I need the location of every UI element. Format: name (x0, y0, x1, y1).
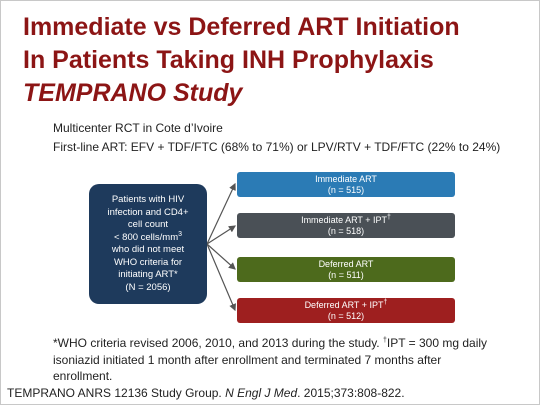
population-line: < 800 cells/mm3 (89, 230, 207, 245)
arm-n: (n = 512) (327, 310, 365, 321)
population-sup: 3 (178, 230, 183, 238)
arm-n: (n = 515) (327, 184, 365, 195)
population-line: Patients with HIV (111, 194, 185, 205)
arm-box: Immediate ART (n = 515) (237, 172, 455, 197)
footnote-sup: † (382, 337, 387, 344)
arm-name: Immediate ART (315, 173, 377, 184)
arm-box: Immediate ART + IPT† (n = 518) (237, 213, 455, 238)
title-line: In Patients Taking INH Prophylaxis (23, 46, 434, 74)
arm-box: Deferred ART (n = 511) (237, 257, 455, 282)
subtitle: TEMPRANO Study (23, 79, 243, 107)
citation-journal: N Engl J Med (225, 386, 298, 400)
arrow (206, 225, 237, 245)
arm-box: Deferred ART + IPT† (n = 512) (237, 298, 455, 323)
title-line: Immediate vs Deferred ART Initiation (23, 13, 460, 41)
arm-name-line: Immediate ART + IPT† (237, 213, 455, 226)
arm-name: Deferred ART + IPT (304, 299, 384, 310)
arrow (206, 243, 236, 270)
population-line: WHO criteria for (113, 256, 183, 268)
population-line: who did not meet (111, 244, 185, 255)
citation-authors: TEMPRANO ANRS 12136 Study Group. (7, 386, 226, 400)
footnote-text: IPT = 300 mg daily isoniazid initiated 1… (53, 336, 488, 383)
arm-n: (n = 518) (327, 225, 365, 236)
population-line: infection and CD4+ (107, 206, 189, 218)
population-line: cell count (127, 219, 169, 230)
arm-name: Immediate ART + IPT (301, 214, 388, 225)
arm-name-line: Immediate ART (237, 174, 455, 185)
arm-n: (n = 511) (328, 269, 364, 280)
population-line: initiating ART* (118, 269, 178, 280)
arm-name: Deferred ART (318, 258, 374, 269)
arm-name-line: Deferred ART (237, 259, 455, 270)
arm-name-line: Deferred ART + IPT† (237, 298, 455, 311)
citation-rest: . 2015;373:808-822. (297, 386, 405, 400)
arm-sup: † (383, 298, 388, 306)
population-box: Patients with HIV infection and CD4+ cell … (89, 184, 207, 304)
population-line: (N = 2056) (125, 281, 171, 293)
bullet: First-line ART: EFV + TDF/FTC (68% to 71… (53, 140, 501, 154)
footnote-text: *WHO criteria revised 2006, 2010, and 20… (53, 336, 383, 350)
citation: TEMPRANO ANRS 12136 Study Group. N Engl … (7, 386, 405, 400)
arrow (206, 243, 236, 312)
arm-sup: † (387, 213, 391, 221)
population-count: < 800 cells/mm (113, 231, 179, 243)
arrow (206, 182, 236, 245)
footnote: *WHO criteria revised 2006, 2010, and 20… (53, 335, 493, 385)
bullet: Multicenter RCT in Cote d’Ivoire (53, 121, 223, 135)
